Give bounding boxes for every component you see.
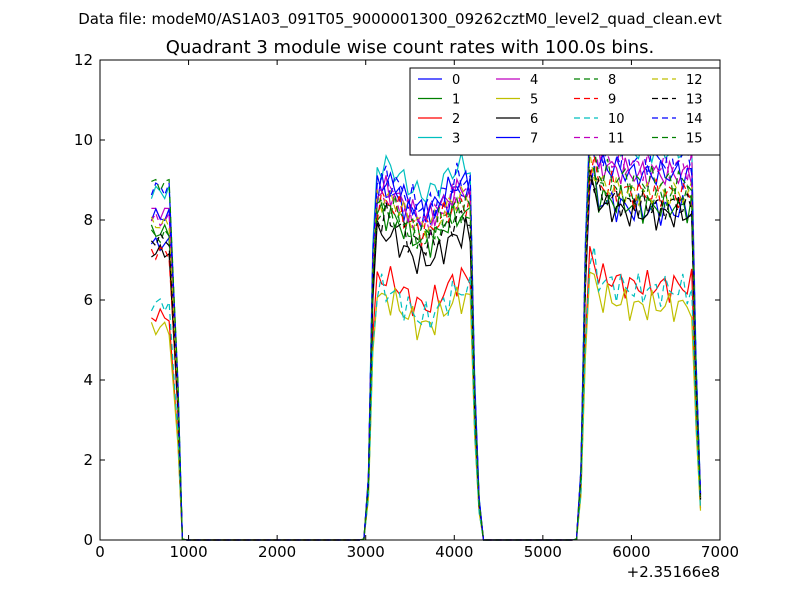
x-tick-label: 7000 bbox=[701, 543, 739, 561]
y-tick-label: 10 bbox=[74, 131, 93, 149]
legend-label: 1 bbox=[452, 93, 460, 108]
series-line-8 bbox=[150, 174, 702, 541]
legend-box bbox=[409, 67, 721, 156]
x-offset-label: +2.35166e8 bbox=[627, 563, 720, 581]
legend-label: 2 bbox=[452, 112, 460, 127]
legend-label: 14 bbox=[686, 112, 703, 127]
legend-label: 5 bbox=[530, 93, 538, 108]
y-tick-label: 2 bbox=[83, 451, 93, 469]
legend-label: 11 bbox=[608, 132, 625, 147]
legend-label: 3 bbox=[452, 132, 460, 147]
legend-label: 15 bbox=[686, 132, 703, 147]
figure-suptitle: Data file: modeM0/AS1A03_091T05_90000013… bbox=[78, 10, 722, 29]
x-tick-label: 5000 bbox=[524, 543, 562, 561]
series-line-15 bbox=[151, 144, 702, 541]
legend-label: 7 bbox=[530, 132, 538, 147]
x-tick-label: 3000 bbox=[347, 543, 385, 561]
legend-label: 12 bbox=[686, 73, 703, 88]
y-tick-label: 4 bbox=[83, 371, 93, 389]
series-layer bbox=[150, 117, 702, 541]
y-tick-label: 12 bbox=[74, 51, 93, 69]
x-tick-label: 1000 bbox=[169, 543, 207, 561]
x-tick-label: 0 bbox=[95, 543, 105, 561]
x-tick-label: 6000 bbox=[612, 543, 650, 561]
y-tick-label: 6 bbox=[83, 291, 93, 309]
legend-label: 6 bbox=[530, 112, 538, 127]
legend-label: 10 bbox=[608, 112, 625, 127]
legend-label: 4 bbox=[530, 73, 538, 88]
legend-label: 9 bbox=[608, 93, 616, 108]
x-tick-label: 4000 bbox=[435, 543, 473, 561]
legend-label: 13 bbox=[686, 93, 703, 108]
y-tick-label: 0 bbox=[83, 531, 93, 549]
chart-title: Quadrant 3 module wise count rates with … bbox=[166, 37, 655, 58]
series-line-14 bbox=[150, 129, 702, 541]
y-tick-label: 8 bbox=[83, 211, 93, 229]
x-tick-label: 2000 bbox=[258, 543, 296, 561]
legend-label: 0 bbox=[452, 73, 460, 88]
legend-label: 8 bbox=[608, 73, 616, 88]
